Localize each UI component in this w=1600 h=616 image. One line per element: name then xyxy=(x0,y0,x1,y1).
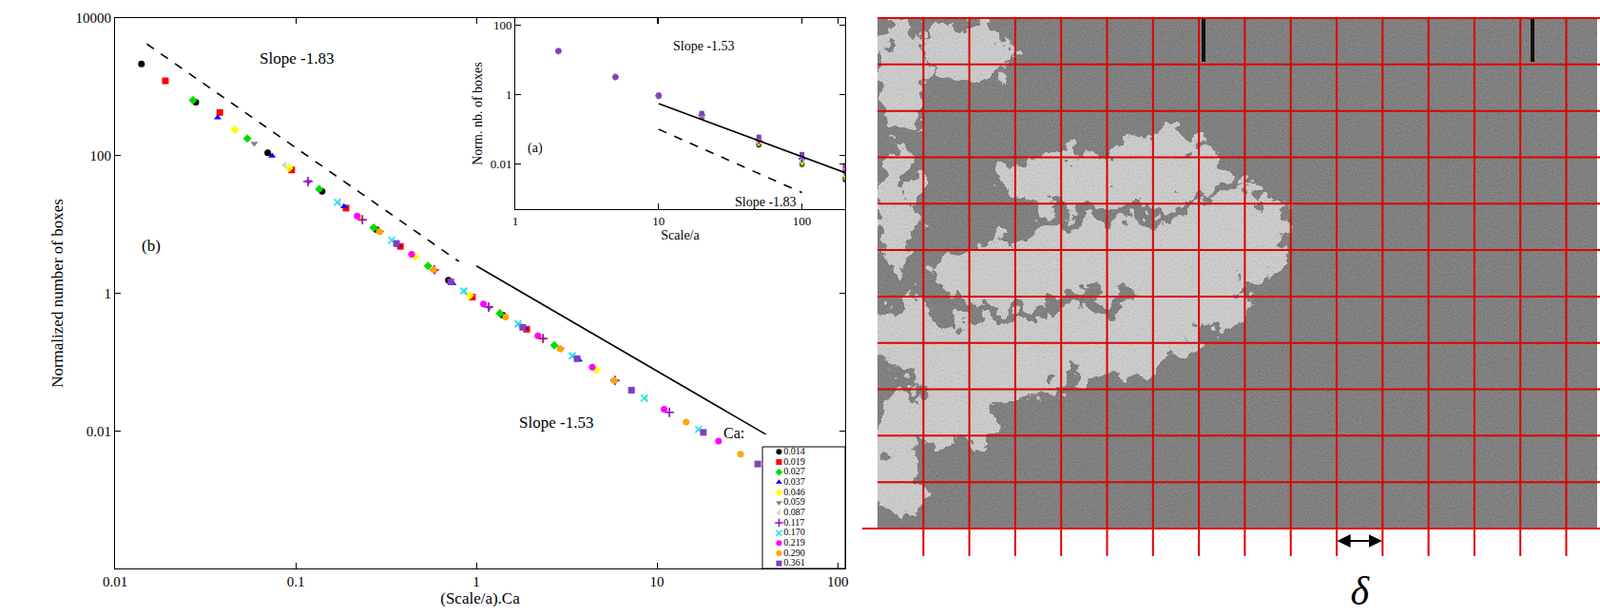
svg-text:0.290: 0.290 xyxy=(783,547,806,559)
svg-text:1: 1 xyxy=(512,213,520,229)
svg-text:10000: 10000 xyxy=(76,10,113,26)
svg-text:0.01: 0.01 xyxy=(86,424,112,440)
svg-text:100: 100 xyxy=(827,574,849,590)
svg-text:Slope -1.83: Slope -1.83 xyxy=(734,194,797,210)
svg-text:Norm. nb. of boxes: Norm. nb. of boxes xyxy=(470,61,485,166)
svg-text:0.1: 0.1 xyxy=(287,574,306,590)
svg-text:100: 100 xyxy=(90,148,113,164)
svg-text:(b): (b) xyxy=(141,236,161,255)
svg-text:0.219: 0.219 xyxy=(783,537,806,548)
svg-text:10: 10 xyxy=(650,574,665,590)
svg-text:0.019: 0.019 xyxy=(783,456,806,467)
svg-text:10: 10 xyxy=(652,213,665,229)
svg-text:1: 1 xyxy=(472,574,481,590)
svg-text:0.037: 0.037 xyxy=(783,476,806,487)
svg-text:(Scale/a).Ca: (Scale/a).Ca xyxy=(440,589,521,608)
svg-text:Ca:: Ca: xyxy=(723,424,745,442)
svg-text:Scale/a: Scale/a xyxy=(660,228,700,243)
svg-text:0.01: 0.01 xyxy=(102,574,128,590)
svg-text:0.170: 0.170 xyxy=(783,526,806,538)
svg-text:100: 100 xyxy=(493,18,513,33)
svg-text:(a): (a) xyxy=(527,140,543,156)
svg-text:0.01: 0.01 xyxy=(490,156,513,172)
svg-text:0.046: 0.046 xyxy=(783,486,806,498)
svg-text:1: 1 xyxy=(505,87,513,102)
svg-text:100: 100 xyxy=(792,213,812,229)
svg-text:Slope -1.53: Slope -1.53 xyxy=(673,38,735,54)
svg-text:Slope -1.83: Slope -1.83 xyxy=(259,49,334,68)
svg-text:0.117: 0.117 xyxy=(783,517,805,528)
svg-text:Slope -1.53: Slope -1.53 xyxy=(519,413,594,432)
svg-text:0.014: 0.014 xyxy=(783,445,806,457)
svg-text:0.087: 0.087 xyxy=(783,506,806,518)
svg-text:0.027: 0.027 xyxy=(783,465,806,477)
svg-text:0.361: 0.361 xyxy=(783,557,806,568)
svg-text:Normalized number of boxes: Normalized number of boxes xyxy=(48,198,67,388)
svg-text:0.059: 0.059 xyxy=(783,496,806,507)
svg-text:1: 1 xyxy=(104,286,113,302)
svg-text:δ: δ xyxy=(1349,569,1370,614)
